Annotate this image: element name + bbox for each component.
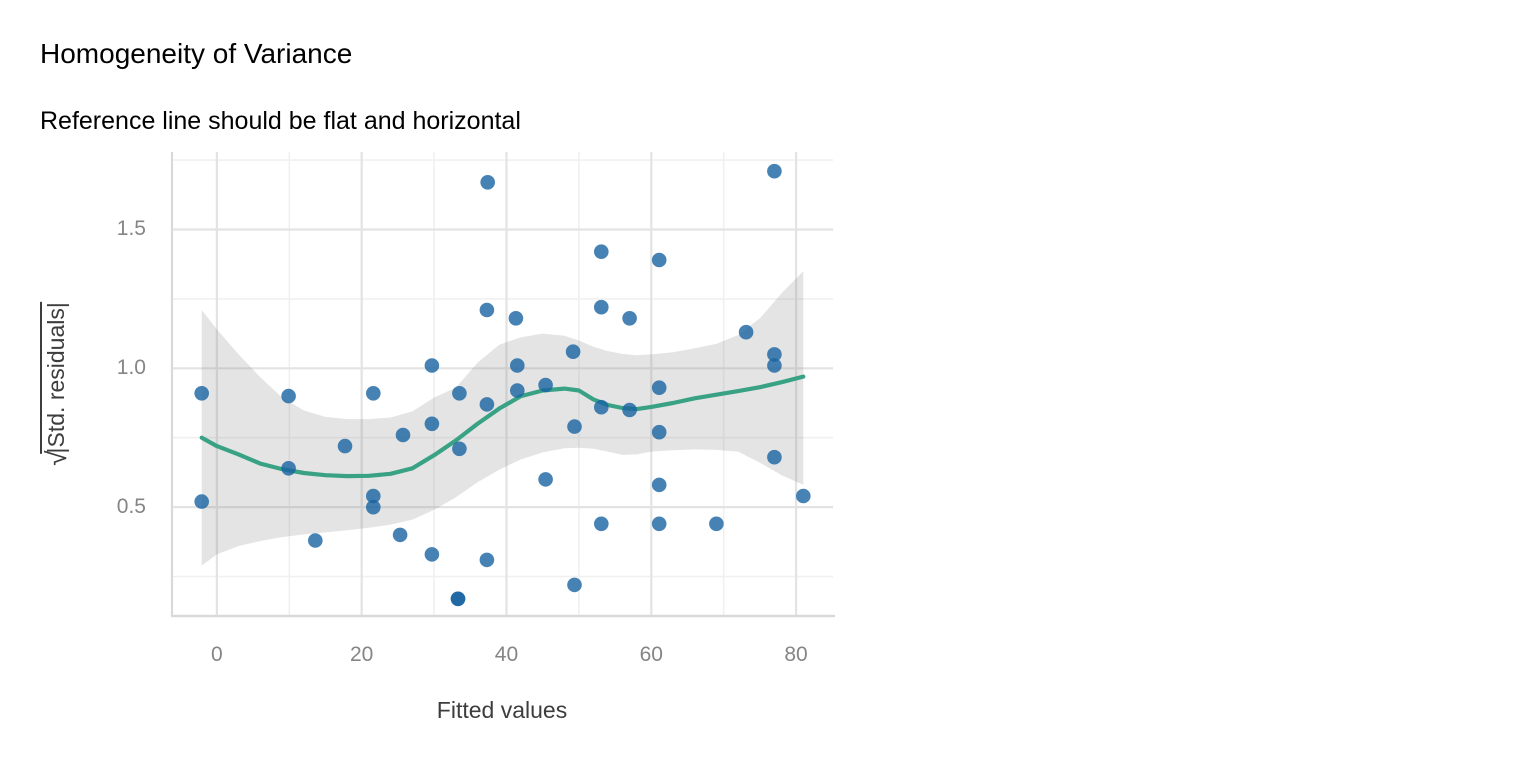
gridlines-minor [172,152,833,616]
data-point [594,244,609,259]
data-point [594,299,609,315]
data-point [767,449,782,465]
data-point [424,547,440,562]
data-point [452,441,467,457]
data-point [538,472,553,487]
x-tick-label: 60 [639,643,663,666]
data-point [510,358,525,373]
data-point [738,324,754,340]
y-axis-title-text: |Std. residuals| [40,302,69,454]
data-point [479,552,495,568]
data-point [424,358,440,373]
axis-lines [170,152,835,618]
x-tick-label: 0 [211,643,223,666]
data-point [510,383,525,398]
y-tick-label: 1.5 [116,217,146,241]
data-point [452,386,467,401]
data-point [479,302,495,318]
data-point [281,388,296,404]
scatter-points [194,163,811,607]
data-point [565,344,581,360]
confidence-ribbon [201,271,804,566]
data-point [651,380,667,396]
data-point [594,516,609,532]
data-point [366,499,381,515]
data-point [508,311,524,326]
data-point [480,175,496,190]
data-point [366,488,381,504]
data-point [767,358,782,373]
data-point [194,494,209,509]
data-point [651,252,667,268]
gridlines-major [172,152,833,616]
data-point [366,386,381,401]
y-tick-label: 0.5 [116,495,146,519]
x-tick-label: 80 [784,643,808,666]
x-axis-title: Fitted values [436,697,568,723]
data-point [594,399,609,415]
y-axis-title: √|Std. residuals| [40,302,73,466]
data-point [392,527,408,543]
data-point [651,424,667,440]
data-point [567,419,582,434]
x-tick-label: 20 [349,643,374,666]
chart-title: Homogeneity of Variance [40,38,353,69]
data-point [622,311,637,326]
data-point [767,163,782,179]
y-tick-label: 1.0 [116,356,146,380]
chart-subtitle: Reference line should be flat and horizo… [40,107,521,135]
sqrt-symbol: √ [41,453,72,466]
data-point [651,477,667,493]
x-tick-label: 40 [494,643,519,666]
data-point [281,461,296,476]
data-point [538,377,553,393]
data-point [308,533,323,548]
data-point [796,488,811,504]
data-point [567,577,582,593]
data-point [194,386,209,401]
data-point-overplotted [450,591,466,607]
data-point [424,416,440,432]
data-point [767,347,782,362]
data-point [337,438,353,454]
data-point [622,402,637,418]
data-point [479,397,495,412]
data-point [395,427,411,443]
data-point [709,516,724,532]
data-point [651,516,667,532]
confidence-band [201,271,804,566]
